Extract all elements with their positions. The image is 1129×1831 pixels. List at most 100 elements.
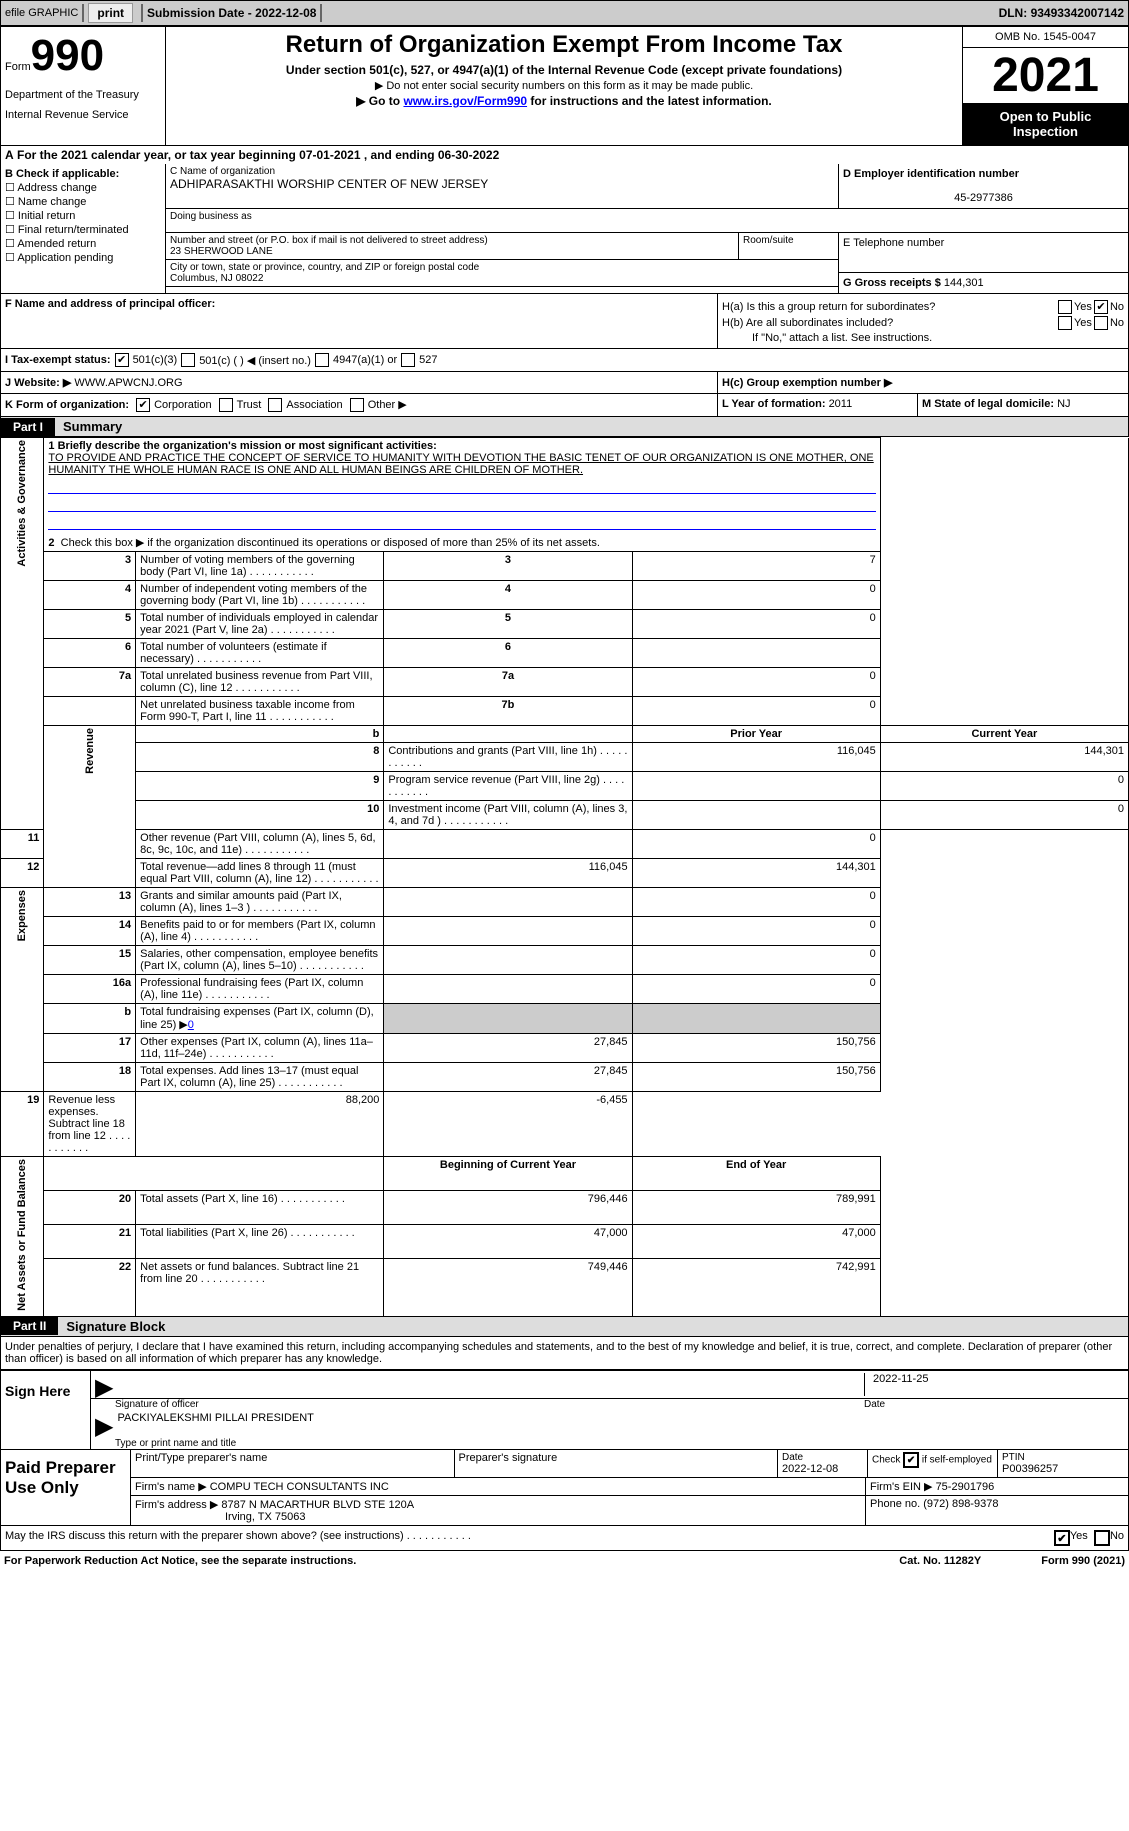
city-value: Columbus, NJ 08022 — [170, 273, 834, 284]
side-governance: Activities & Governance — [1, 438, 44, 830]
form-note-2: ▶ Go to www.irs.gov/Form990 for instruct… — [170, 94, 958, 108]
form-title: Return of Organization Exempt From Incom… — [170, 31, 958, 59]
address-box: Number and street (or P.O. box if mail i… — [166, 233, 838, 293]
form-of-org: K Form of organization: ✔Corporation Tru… — [1, 394, 718, 416]
name-title-label: Type or print name and title — [91, 1438, 1128, 1449]
firm-ein: 75-2901796 — [936, 1481, 995, 1493]
line-2-text: Check this box ▶ if the organization dis… — [61, 537, 600, 549]
eoy-hdr: End of Year — [632, 1157, 880, 1191]
sign-here-label: Sign Here — [1, 1371, 91, 1449]
officer-name-title: PACKIYALEKSHMI PILLAI PRESIDENT — [117, 1412, 313, 1436]
other-checkbox[interactable] — [350, 398, 364, 412]
assoc-checkbox[interactable] — [268, 398, 282, 412]
part-2-title: Signature Block — [58, 1317, 173, 1336]
ha-yes-checkbox[interactable] — [1058, 300, 1072, 314]
street-value: 23 SHERWOOD LANE — [170, 246, 734, 257]
department-label: Department of the Treasury — [5, 89, 161, 101]
prep-date: 2022-12-08 — [782, 1463, 863, 1475]
declaration-text: Under penalties of perjury, I declare th… — [0, 1337, 1129, 1370]
phone-value: (972) 898-9378 — [923, 1498, 998, 1510]
row-i-tax-status: I Tax-exempt status: ✔501(c)(3) 501(c) (… — [0, 349, 1129, 372]
checkbox-address-change[interactable]: ☐ Address change — [5, 181, 161, 194]
ein-label: D Employer identification number — [843, 168, 1124, 180]
form-number: 990 — [31, 31, 104, 80]
501c-checkbox[interactable] — [181, 353, 195, 367]
form-subtitle: Under section 501(c), 527, or 4947(a)(1)… — [170, 63, 958, 77]
checkbox-name-change[interactable]: ☐ Name change — [5, 195, 161, 208]
side-revenue: Revenue — [44, 726, 136, 888]
footer-mid: Cat. No. 11282Y — [899, 1555, 981, 1567]
self-employed-checkbox[interactable]: ✔ — [903, 1452, 919, 1468]
top-bar: efile GRAPHIC print Submission Date - 20… — [0, 0, 1129, 26]
website-value: WWW.APWCNJ.ORG — [74, 377, 182, 389]
checkbox-initial-return[interactable]: ☐ Initial return — [5, 209, 161, 222]
street-box: Number and street (or P.O. box if mail i… — [166, 233, 738, 259]
submission-date-label: Submission Date - 2022-12-08 — [147, 6, 316, 20]
firm-ein-label: Firm's EIN ▶ — [870, 1481, 936, 1493]
form-year-box: OMB No. 1545-0047 2021 Open to Public In… — [963, 27, 1128, 145]
part-1-title: Summary — [55, 417, 130, 436]
tax-year: 2021 — [963, 48, 1128, 103]
irs-link[interactable]: www.irs.gov/Form990 — [403, 94, 527, 108]
form-header: Form990 Department of the Treasury Inter… — [0, 26, 1129, 146]
prior-year-hdr: Prior Year — [632, 726, 880, 743]
section-b-c-d-e: B Check if applicable: ☐ Address change … — [0, 164, 1129, 294]
footer-right: Form 990 (2021) — [1041, 1555, 1125, 1567]
hb-yes-checkbox[interactable] — [1058, 316, 1072, 330]
row-k-l-m: K Form of organization: ✔Corporation Tru… — [0, 394, 1129, 417]
discuss-no-checkbox[interactable] — [1094, 1530, 1110, 1546]
boy-hdr: Beginning of Current Year — [384, 1157, 632, 1191]
discuss-row: May the IRS discuss this return with the… — [0, 1526, 1129, 1551]
ha-no-checkbox[interactable]: ✔ — [1094, 300, 1108, 314]
paid-preparer-label: Paid Preparer Use Only — [1, 1450, 131, 1525]
preparer-sig-label: Preparer's signature — [455, 1450, 779, 1477]
dln-label: DLN: 93493342007142 — [999, 6, 1124, 20]
form-title-box: Return of Organization Exempt From Incom… — [166, 27, 963, 145]
org-name: ADHIPARASAKTHI WORSHIP CENTER OF NEW JER… — [170, 177, 834, 191]
print-button[interactable]: print — [88, 3, 133, 23]
line-b-text: Total fundraising expenses (Part IX, col… — [140, 1006, 374, 1031]
part-2-header: Part II Signature Block — [0, 1317, 1129, 1337]
checkbox-pending[interactable]: ☐ Application pending — [5, 251, 161, 264]
4947-checkbox[interactable] — [315, 353, 329, 367]
org-name-box: C Name of organization ADHIPARASAKTHI WO… — [166, 164, 838, 208]
trust-checkbox[interactable] — [219, 398, 233, 412]
separator — [320, 4, 322, 22]
part-1-bar: Part I — [1, 418, 55, 436]
gross-receipts: G Gross receipts $ 144,301 — [839, 273, 1128, 293]
sign-here-block: Sign Here ▶2022-11-25 Signature of offic… — [0, 1370, 1129, 1450]
room-label: Room/suite — [738, 233, 838, 259]
check-self-employed: Check ✔ if self-employed — [868, 1450, 998, 1477]
line-1-label: 1 Briefly describe the organization's mi… — [48, 440, 436, 452]
separator — [82, 4, 84, 22]
date-label: Date — [864, 1399, 1124, 1410]
arrow-icon: ▶ — [95, 1373, 113, 1396]
corp-checkbox[interactable]: ✔ — [136, 398, 150, 412]
h-c-label: H(c) Group exemption number ▶ — [718, 372, 1128, 393]
h-a-label: H(a) Is this a group return for subordin… — [722, 301, 1056, 313]
street-label: Number and street (or P.O. box if mail i… — [170, 235, 734, 246]
firm-addr2: Irving, TX 75063 — [135, 1511, 306, 1523]
form-word: Form — [5, 61, 31, 73]
city-label: City or town, state or province, country… — [170, 262, 834, 273]
ein-value: 45-2977386 — [843, 192, 1124, 204]
checkbox-final-return[interactable]: ☐ Final return/terminated — [5, 223, 161, 236]
omb-number: OMB No. 1545-0047 — [963, 27, 1128, 48]
col-f-officer: F Name and address of principal officer: — [1, 294, 718, 348]
501c3-checkbox[interactable]: ✔ — [115, 353, 129, 367]
checkbox-amended[interactable]: ☐ Amended return — [5, 237, 161, 250]
side-net-assets: Net Assets or Fund Balances — [1, 1157, 44, 1317]
separator — [141, 4, 143, 22]
col-d-ein: D Employer identification number 45-2977… — [838, 164, 1128, 208]
ptin-label: PTIN — [1002, 1452, 1124, 1463]
paid-preparer-block: Paid Preparer Use Only Print/Type prepar… — [0, 1450, 1129, 1526]
city-box: City or town, state or province, country… — [166, 260, 838, 287]
col-c-org-info: C Name of organization ADHIPARASAKTHI WO… — [166, 164, 1128, 293]
527-checkbox[interactable] — [401, 353, 415, 367]
hb-no-checkbox[interactable] — [1094, 316, 1108, 330]
h-b-label: H(b) Are all subordinates included? — [722, 317, 1056, 329]
dba-label: Doing business as — [166, 209, 1128, 233]
ptin-value: P00396257 — [1002, 1463, 1124, 1475]
discuss-yes-checkbox[interactable]: ✔ — [1054, 1530, 1070, 1546]
prep-date-label: Date — [782, 1452, 863, 1463]
